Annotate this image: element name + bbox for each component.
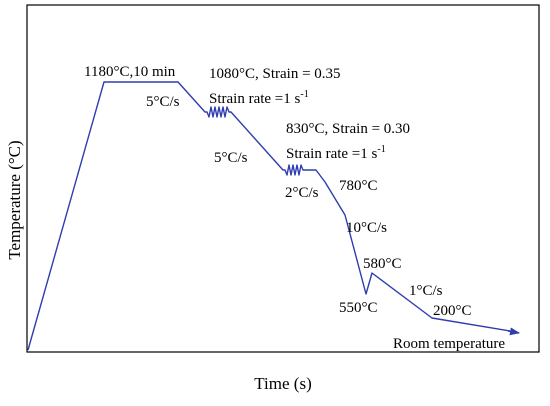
plot-frame bbox=[26, 4, 540, 353]
cooling-rate-3-label: 2°C/s bbox=[285, 185, 319, 201]
temperature-780-label: 780°C bbox=[339, 178, 378, 194]
cooling-rate-1-label: 5°C/s bbox=[146, 94, 180, 110]
room-temperature-arrow bbox=[507, 327, 520, 336]
temperature-200-label: 200°C bbox=[433, 303, 472, 319]
temperature-550-label: 550°C bbox=[339, 300, 378, 316]
soak-label: 1180°C,10 min bbox=[84, 64, 176, 80]
process-curve bbox=[27, 81, 511, 351]
cooling-rate-2-label: 5°C/s bbox=[214, 150, 248, 166]
deformation-1-strain-rate: Strain rate =1 s-1 bbox=[209, 89, 309, 107]
room-temperature-label: Room temperature bbox=[393, 336, 505, 352]
deformation-1-label: 1080°C, Strain = 0.35 bbox=[209, 66, 341, 82]
x-axis-title: Time (s) bbox=[254, 374, 311, 393]
temperature-580-label: 580°C bbox=[363, 256, 402, 272]
deformation-2-strain-rate: Strain rate =1 s-1 bbox=[286, 144, 386, 162]
cooling-rate-4-label: 10°C/s bbox=[346, 220, 387, 236]
y-axis-title: Temperature (°C) bbox=[5, 140, 24, 259]
cooling-rate-5-label: 1°C/s bbox=[409, 283, 443, 299]
deformation-2-label: 830°C, Strain = 0.30 bbox=[286, 121, 410, 137]
